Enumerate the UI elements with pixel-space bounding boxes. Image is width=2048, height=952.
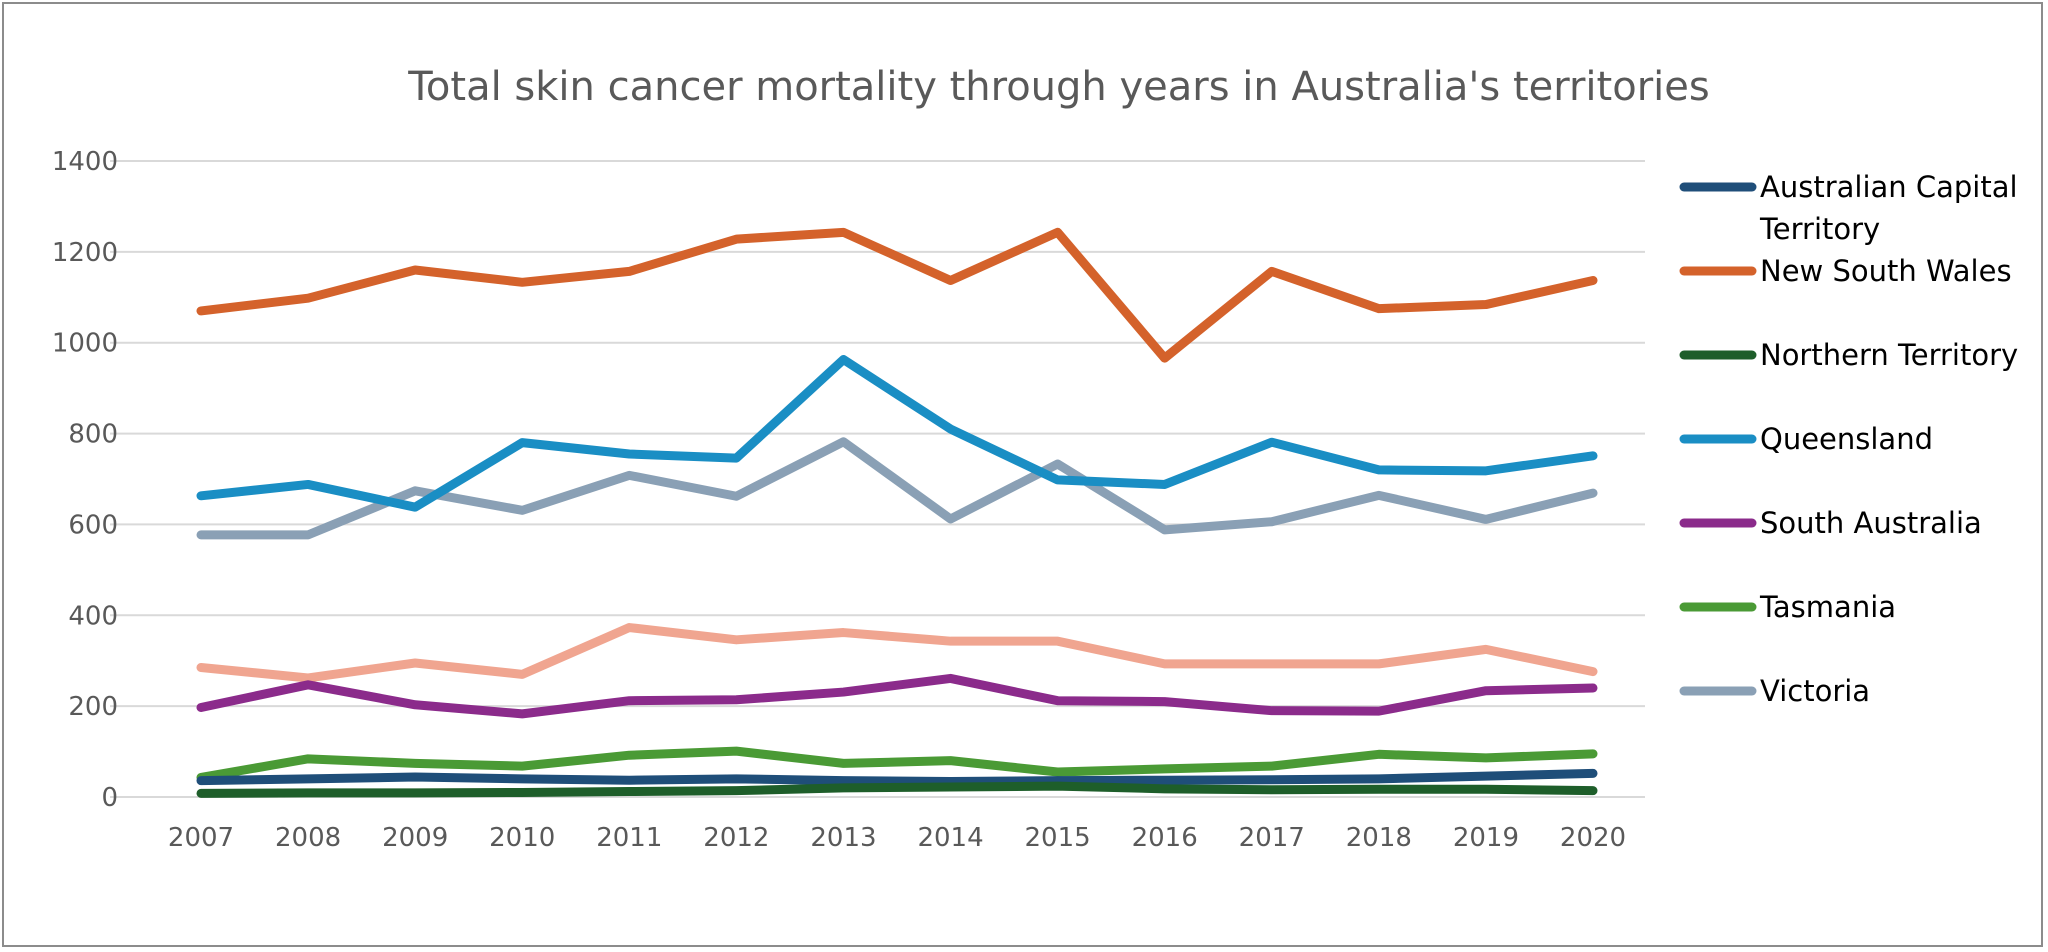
legend-label: Tasmania — [1759, 590, 1896, 624]
x-tick-label: 2009 — [382, 823, 448, 853]
y-tick-label: 200 — [68, 692, 118, 722]
series-lines — [196, 227, 1598, 798]
y-tick-label: 0 — [101, 783, 118, 813]
x-tick-label: 2012 — [703, 823, 769, 853]
legend-item-south-australia: South Australia — [1679, 506, 1982, 540]
y-axis-ticks: 0 200 400 600 800 1000 1200 1400 — [52, 147, 118, 813]
legend-item-tasmania: Tasmania — [1679, 590, 1896, 624]
y-tick-label: 600 — [68, 510, 118, 540]
series-line-victoria — [196, 437, 1598, 540]
x-tick-label: 2011 — [596, 823, 662, 853]
x-axis-ticks: 2007 2008 2009 2010 2011 2012 2013 2014 2015 2016… — [168, 823, 1626, 853]
series-line-northern-territory — [196, 781, 1598, 798]
y-tick-label: 1000 — [52, 329, 118, 359]
x-tick-label: 2019 — [1453, 823, 1519, 853]
y-tick-label: 1400 — [52, 147, 118, 177]
series-line-australian-capital-territory — [196, 768, 1598, 787]
series-line-queensland — [196, 355, 1598, 512]
legend-label: Australian Capital Territory — [1759, 170, 2018, 246]
x-tick-label: 2016 — [1132, 823, 1198, 853]
x-tick-label: 2017 — [1239, 823, 1305, 853]
series-line-tasmania — [196, 746, 1598, 782]
chart-title: Total skin cancer mortality through year… — [407, 64, 1709, 110]
x-tick-label: 2018 — [1346, 823, 1412, 853]
x-tick-label: 2020 — [1560, 823, 1626, 853]
y-tick-label: 1200 — [52, 238, 118, 268]
legend-label: Northern Territory — [1760, 338, 2018, 372]
x-tick-label: 2008 — [275, 823, 341, 853]
series-line-new-south-wales — [196, 227, 1598, 363]
legend-label: South Australia — [1760, 506, 1982, 540]
series-line-south-australia — [196, 673, 1598, 719]
y-tick-label: 400 — [68, 601, 118, 631]
legend-label: Queensland — [1760, 422, 1933, 456]
legend-label: Victoria — [1760, 674, 1870, 708]
y-tick-label: 800 — [68, 420, 118, 450]
x-tick-label: 2007 — [168, 823, 234, 853]
x-tick-label: 2013 — [810, 823, 876, 853]
legend-label: New South Wales — [1760, 254, 2012, 288]
x-tick-label: 2015 — [1025, 823, 1091, 853]
legend-item-new-south-wales: New South Wales — [1679, 254, 2012, 288]
legend-item-victoria: Victoria — [1679, 674, 1870, 708]
legend-item-northern-territory: Northern Territory — [1679, 338, 2018, 372]
legend: Australian Capital Territory New South Wal… — [1679, 170, 2018, 708]
x-tick-label: 2010 — [489, 823, 555, 853]
legend-item-australian-capital-territory: Australian Capital Territory — [1679, 170, 2018, 246]
series-line-unlabeled-series — [196, 623, 1598, 683]
legend-item-queensland: Queensland — [1679, 422, 1933, 456]
x-tick-label: 2014 — [917, 823, 983, 853]
